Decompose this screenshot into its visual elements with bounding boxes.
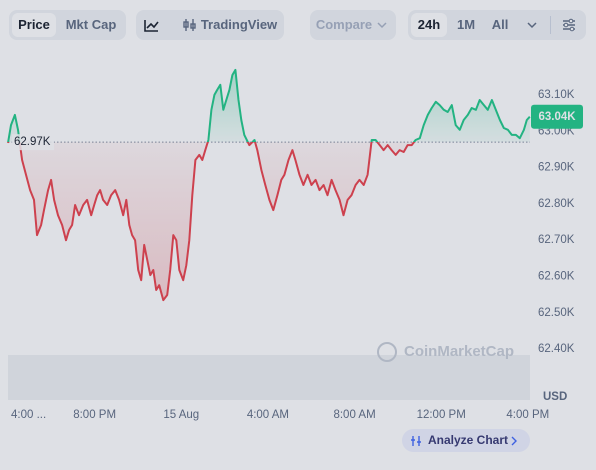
range-1m[interactable]: 1M — [456, 17, 476, 32]
baseline-label-bg — [12, 134, 54, 151]
current-price-label: 63.04K — [538, 111, 576, 123]
compare-box — [310, 10, 396, 40]
watermark: CoinMarketCap — [404, 343, 514, 360]
x-tick-label: 4:00 PM — [506, 409, 549, 421]
chevron — [377, 22, 387, 29]
side-panel — [586, 25, 596, 123]
x-tick-label: 8:00 AM — [333, 409, 375, 421]
y-tick-label: 62.70K — [538, 234, 575, 246]
compare-button[interactable]: Compare — [315, 17, 373, 32]
baseline-label: 62.97K — [14, 136, 51, 148]
chart-style-toggle — [136, 10, 284, 40]
line-icon[interactable] — [142, 16, 160, 34]
volume-area — [8, 355, 530, 400]
mkt-cap-tab[interactable]: Mkt Cap — [65, 17, 117, 32]
candle-icon — [183, 19, 196, 31]
unit-label: USD — [543, 391, 567, 403]
price-line — [7, 68, 531, 302]
range-chevron[interactable] — [526, 20, 538, 30]
analyze-icons — [411, 436, 517, 446]
x-tick-label: 4:00 AM — [247, 409, 289, 421]
analyze-label[interactable]: Analyze Chart — [428, 433, 508, 447]
y-tick-label: 62.50K — [538, 307, 575, 319]
divider — [550, 16, 551, 34]
x-tick-label: 12:00 PM — [417, 409, 466, 421]
range-all[interactable]: All — [491, 17, 509, 32]
y-tick-label: 63.10K — [538, 89, 575, 101]
price-area — [8, 69, 530, 301]
x-tick-label: 15 Aug — [163, 409, 199, 421]
price-tab[interactable]: Price — [12, 13, 56, 37]
y-tick-label: 62.40K — [538, 343, 575, 355]
current-price-box — [531, 104, 583, 129]
tradingview-tab[interactable]: TradingView — [200, 17, 278, 32]
y-tick-label: 62.90K — [538, 162, 575, 174]
x-tick-label: 8:00 PM — [73, 409, 116, 421]
settings-icon[interactable] — [561, 17, 577, 33]
watermark-logo — [377, 342, 397, 362]
y-tick-label: 62.60K — [538, 271, 575, 283]
x-tick-label: 4:00 ... — [11, 409, 46, 421]
range-24h[interactable]: 24h — [411, 13, 447, 37]
analyze-button[interactable] — [402, 429, 530, 452]
y-tick-label: 62.80K — [538, 198, 575, 210]
